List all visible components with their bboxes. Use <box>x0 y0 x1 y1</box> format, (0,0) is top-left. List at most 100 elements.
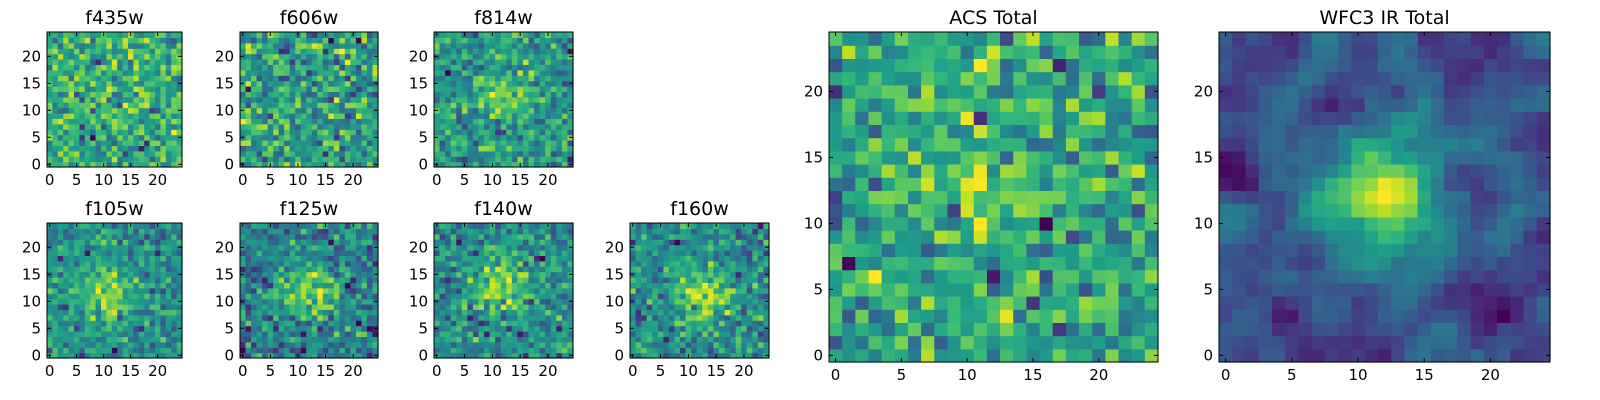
heatmap-cell <box>921 177 935 191</box>
heatmap-cell <box>284 123 291 130</box>
heatmap-cell <box>528 266 535 273</box>
heatmap-cell <box>472 233 480 240</box>
heatmap-cell <box>1039 203 1054 218</box>
heatmap-cell <box>52 118 59 125</box>
heatmap-cell <box>500 298 507 305</box>
heatmap-cell <box>1131 256 1146 271</box>
heatmap-cell <box>478 336 485 343</box>
heatmap-cell <box>467 145 474 152</box>
heatmap-cell <box>155 325 161 332</box>
heatmap-cell <box>567 347 574 354</box>
heatmap-cell <box>741 271 748 278</box>
heatmap-cell <box>1065 164 1080 178</box>
heatmap-cell <box>478 352 485 359</box>
heatmap-cell <box>138 80 145 87</box>
heatmap-cell <box>317 37 324 44</box>
heatmap-cell <box>284 347 291 354</box>
heatmap-cell <box>328 341 335 348</box>
heatmap-cell <box>84 134 91 141</box>
heatmap-cell <box>500 266 507 273</box>
heatmap-cell <box>165 277 172 283</box>
heatmap-cell <box>160 293 167 300</box>
heatmap-cell <box>350 260 357 267</box>
heatmap-cell <box>171 336 178 343</box>
heatmap-cell <box>881 190 896 205</box>
heatmap-cell <box>328 150 335 157</box>
heatmap-cell <box>707 320 714 327</box>
heatmap-cell <box>138 244 145 251</box>
heatmap-cell <box>842 150 856 165</box>
heatmap-cell <box>718 260 726 267</box>
heatmap-cell <box>273 277 280 283</box>
heatmap-cell <box>74 140 80 146</box>
heatmap-cell <box>685 260 692 267</box>
heatmap-cell <box>122 336 129 343</box>
heatmap-cell <box>63 260 70 267</box>
heatmap-cell <box>668 347 676 354</box>
heatmap-cell <box>746 320 753 327</box>
heatmap-cell <box>522 314 530 321</box>
heatmap-cell <box>95 102 102 109</box>
heatmap-cell <box>311 239 318 246</box>
heatmap-cell <box>95 271 102 278</box>
heatmap-cell <box>317 161 324 168</box>
heatmap-cell <box>528 277 535 283</box>
heatmap-cell <box>95 233 102 240</box>
heatmap-cell <box>267 331 274 337</box>
heatmap-cell <box>730 309 737 316</box>
x-tick-label: 5 <box>72 362 82 380</box>
heatmap-cell <box>68 325 75 332</box>
heatmap-cell <box>245 64 252 71</box>
heatmap-cell <box>567 37 574 44</box>
heatmap-cell <box>240 314 247 321</box>
heatmap-cell <box>122 107 129 114</box>
heatmap-cell <box>539 37 546 44</box>
heatmap-cell <box>868 335 883 350</box>
heatmap-cell <box>295 37 302 44</box>
heatmap-cell <box>713 271 720 278</box>
heatmap-cell <box>746 304 753 310</box>
heatmap-cell <box>63 113 70 119</box>
heatmap-cell <box>1144 243 1159 257</box>
heatmap-cell <box>868 243 883 257</box>
heatmap-cell <box>685 325 692 332</box>
heatmap-cell <box>500 123 507 130</box>
heatmap-cell <box>149 80 156 87</box>
heatmap-cell <box>361 244 368 251</box>
heatmap-cell <box>344 96 351 103</box>
heatmap-cell <box>278 287 285 294</box>
heatmap-cell <box>328 325 335 332</box>
heatmap-cell <box>567 32 574 38</box>
heatmap-cell <box>267 250 274 256</box>
heatmap-cell <box>111 277 118 283</box>
heatmap-cell <box>757 309 765 316</box>
heatmap-cell <box>947 322 962 337</box>
heatmap-cell <box>713 341 720 348</box>
heatmap-cell <box>550 287 557 294</box>
heatmap-cell <box>550 282 557 289</box>
heatmap-cell <box>57 325 64 332</box>
heatmap-cell <box>741 228 748 235</box>
heatmap-cell <box>456 118 463 125</box>
heatmap-cell <box>52 42 59 49</box>
heatmap-cell <box>350 145 357 152</box>
heatmap-cell <box>730 244 737 251</box>
heatmap-cell <box>245 91 252 98</box>
heatmap-cell <box>556 118 563 125</box>
heatmap-cell <box>646 228 653 235</box>
heatmap-cell <box>366 260 374 267</box>
heatmap-cell <box>240 129 247 136</box>
heatmap-cell <box>372 320 379 327</box>
heatmap-cell <box>101 266 107 273</box>
heatmap-cell <box>986 348 1001 363</box>
heatmap-cell <box>251 102 258 109</box>
heatmap-cell <box>366 32 374 38</box>
heatmap-cell <box>456 244 463 251</box>
heatmap-cell <box>63 161 70 168</box>
heatmap-cell <box>306 325 313 332</box>
heatmap-cell <box>668 255 676 262</box>
heatmap-cell <box>635 233 642 240</box>
heatmap-cell <box>101 156 107 163</box>
heatmap-cell <box>355 129 363 136</box>
heatmap-cell <box>635 304 642 310</box>
